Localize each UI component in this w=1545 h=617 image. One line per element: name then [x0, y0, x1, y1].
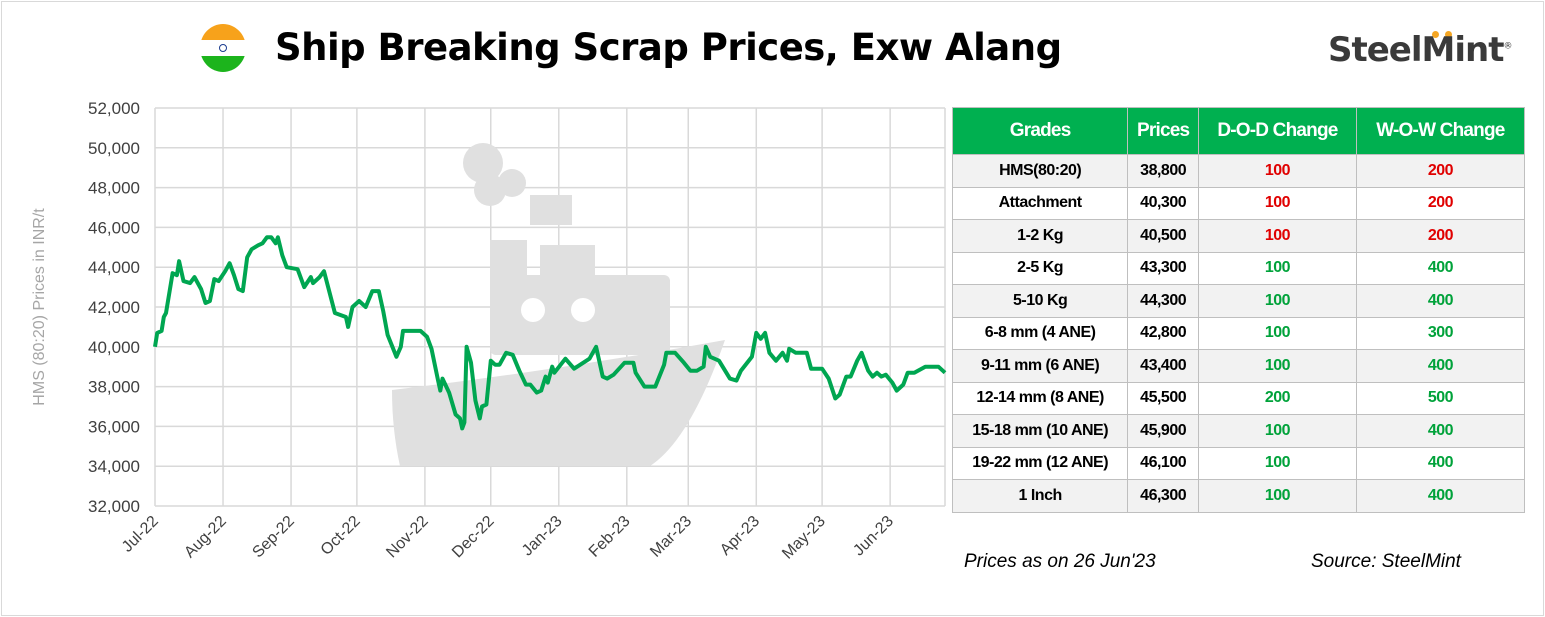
price-cell: 38,800 — [1127, 154, 1200, 188]
x-tick-label: Sep-22 — [249, 513, 298, 562]
x-tick-label: Jun-23 — [850, 513, 897, 560]
wow-change-cell: 400 — [1355, 349, 1526, 383]
column-header: W-O-W Change — [1355, 107, 1526, 155]
price-cell: 42,800 — [1127, 316, 1200, 350]
table-row: 2-5 Kg 43,300 100 400 — [951, 251, 1526, 285]
price-cell: 44,300 — [1127, 284, 1200, 318]
column-header: Prices — [1127, 107, 1200, 155]
price-cell: 46,100 — [1127, 446, 1200, 480]
grade-cell: 9-11 mm (6 ANE) — [951, 349, 1129, 383]
wow-change-cell: 400 — [1355, 414, 1526, 448]
price-cell: 43,300 — [1127, 251, 1200, 285]
x-tick-label: Feb-23 — [586, 513, 634, 561]
table-row: 12-14 mm (8 ANE) 45,500 200 500 — [951, 381, 1526, 415]
y-tick-label: 52,000 — [88, 99, 140, 118]
column-header: Grades — [951, 107, 1129, 155]
x-tick-label: Jul-22 — [119, 513, 162, 556]
dod-change-cell: 100 — [1198, 349, 1357, 383]
wow-change-cell: 400 — [1355, 284, 1526, 318]
y-tick-label: 42,000 — [88, 298, 140, 317]
y-tick-label: 50,000 — [88, 139, 140, 158]
y-tick-label: 40,000 — [88, 338, 140, 357]
grade-cell: 12-14 mm (8 ANE) — [951, 381, 1129, 415]
table-row: 5-10 Kg 44,300 100 400 — [951, 284, 1526, 318]
wow-change-cell: 200 — [1355, 186, 1526, 220]
table-row: 15-18 mm (10 ANE) 45,900 100 400 — [951, 414, 1526, 448]
x-tick-label: Jan-23 — [519, 513, 566, 560]
dod-change-cell: 100 — [1198, 446, 1357, 480]
table-row: Attachment 40,300 100 200 — [951, 186, 1526, 220]
prices-date-note: Prices as on 26 Jun'23 — [964, 551, 1156, 572]
grade-cell: 19-22 mm (12 ANE) — [951, 446, 1129, 480]
price-line-chart: 32,000 34,000 36,000 38,000 40,000 42,000 44,0… — [31, 99, 947, 563]
x-tick-label: May-23 — [779, 513, 829, 563]
wow-change-cell: 300 — [1355, 316, 1526, 350]
grade-cell: 5-10 Kg — [951, 284, 1129, 318]
price-cell: 45,900 — [1127, 414, 1200, 448]
dod-change-cell: 100 — [1198, 316, 1357, 350]
table-row: 1 Inch 46,300 100 400 — [951, 479, 1526, 513]
logo-dots-icon — [1432, 25, 1458, 43]
price-cell: 40,300 — [1127, 186, 1200, 220]
y-tick-label: 48,000 — [88, 179, 140, 198]
price-cell: 46,300 — [1127, 479, 1200, 513]
table-row: 6-8 mm (4 ANE) 42,800 100 300 — [951, 316, 1526, 350]
x-tick-label: Nov-22 — [383, 513, 432, 562]
steelmint-logo: SteelMint® — [1328, 30, 1512, 70]
wow-change-cell: 400 — [1355, 446, 1526, 480]
dod-change-cell: 100 — [1198, 251, 1357, 285]
ship-watermark-icon — [392, 143, 725, 466]
price-cell: 43,400 — [1127, 349, 1200, 383]
y-tick-label: 36,000 — [88, 417, 140, 436]
wow-change-cell: 200 — [1355, 154, 1526, 188]
source-note: Source: SteelMint — [1311, 551, 1461, 572]
dod-change-cell: 100 — [1198, 219, 1357, 253]
x-tick-label: Dec-22 — [449, 513, 498, 562]
series-line-hms — [153, 235, 947, 431]
table-row: 1-2 Kg 40,500 100 200 — [951, 219, 1526, 253]
wow-change-cell: 500 — [1355, 381, 1526, 415]
dod-change-cell: 100 — [1198, 284, 1357, 318]
table-row: 19-22 mm (12 ANE) 46,100 100 400 — [951, 446, 1526, 480]
dod-change-cell: 100 — [1198, 154, 1357, 188]
price-cell: 45,500 — [1127, 381, 1200, 415]
price-cell: 40,500 — [1127, 219, 1200, 253]
table-row: 9-11 mm (6 ANE) 43,400 100 400 — [951, 349, 1526, 383]
wow-change-cell: 200 — [1355, 219, 1526, 253]
india-flag-icon — [200, 24, 246, 72]
column-header: D-O-D Change — [1198, 107, 1357, 155]
x-tick-label: Oct-22 — [318, 513, 364, 559]
x-tick-label: Mar-23 — [647, 513, 695, 561]
dod-change-cell: 200 — [1198, 381, 1357, 415]
grade-cell: 1-2 Kg — [951, 219, 1129, 253]
wow-change-cell: 400 — [1355, 251, 1526, 285]
wow-change-cell: 400 — [1355, 479, 1526, 513]
y-tick-label: 46,000 — [88, 218, 140, 237]
dod-change-cell: 100 — [1198, 414, 1357, 448]
y-axis-label: HMS (80:20) Prices in INR/t — [31, 208, 48, 406]
grade-cell: 1 Inch — [951, 479, 1129, 513]
x-tick-label: Aug-22 — [181, 513, 230, 562]
x-tick-label: Apr-23 — [717, 513, 763, 559]
grade-cell: 2-5 Kg — [951, 251, 1129, 285]
y-tick-label: 32,000 — [88, 497, 140, 516]
grade-cell: 6-8 mm (4 ANE) — [951, 316, 1129, 350]
y-tick-label: 34,000 — [88, 457, 140, 476]
grade-cell: HMS(80:20) — [951, 154, 1129, 188]
y-tick-label: 38,000 — [88, 378, 140, 397]
y-tick-label: 44,000 — [88, 258, 140, 277]
dod-change-cell: 100 — [1198, 479, 1357, 513]
page-title: Ship Breaking Scrap Prices, Exw Alang — [275, 26, 1062, 69]
grade-cell: 15-18 mm (10 ANE) — [951, 414, 1129, 448]
grade-cell: Attachment — [951, 186, 1129, 220]
dod-change-cell: 100 — [1198, 186, 1357, 220]
grades-price-table: Grades Prices D-O-D Change W-O-W Change HMS… — [951, 107, 1526, 513]
table-row: HMS(80:20) 38,800 100 200 — [951, 154, 1526, 188]
